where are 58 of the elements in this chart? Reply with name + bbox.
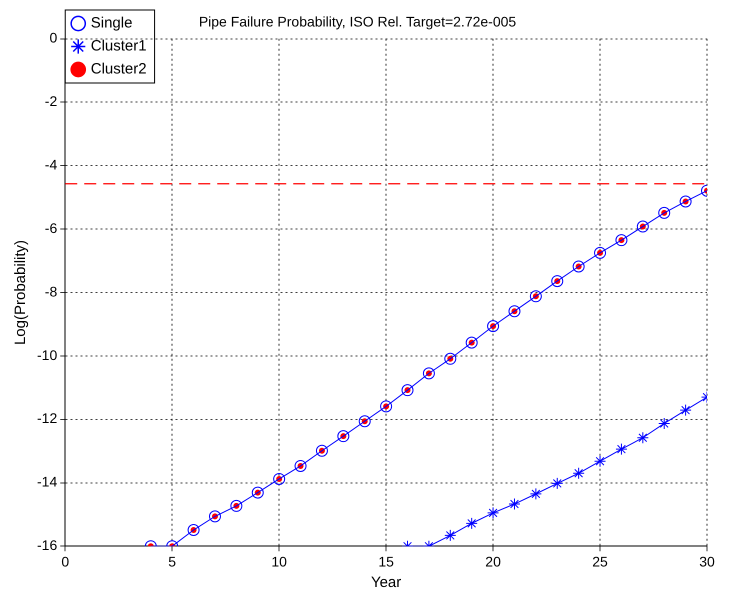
point xyxy=(252,486,264,499)
point xyxy=(208,510,221,522)
point xyxy=(466,336,478,349)
point xyxy=(551,275,564,288)
x-tick-label: 15 xyxy=(378,553,394,570)
point xyxy=(658,206,670,219)
point xyxy=(337,430,350,442)
point xyxy=(444,352,456,365)
x-tick-label: 10 xyxy=(271,553,288,570)
point xyxy=(680,404,692,416)
point xyxy=(487,506,500,519)
y-tick-label: -2 xyxy=(44,93,58,110)
y-tick-label: 0 xyxy=(49,30,58,46)
y-tick-label: -4 xyxy=(44,156,58,173)
y-tick-label: -8 xyxy=(44,283,58,300)
chart-title: Pipe Failure Probability, ISO Rel. Target=2.72e-005 xyxy=(198,13,516,30)
point xyxy=(487,320,500,332)
y-tick-label: -14 xyxy=(37,474,58,490)
point xyxy=(273,472,286,485)
x-tick-label: 20 xyxy=(485,553,502,570)
point xyxy=(422,367,435,380)
point xyxy=(615,234,628,246)
point xyxy=(572,260,585,272)
legend-label: Cluster1 xyxy=(90,38,147,55)
point xyxy=(508,305,520,318)
point xyxy=(658,417,670,430)
point xyxy=(316,444,328,457)
point xyxy=(572,467,585,480)
y-tick-label: -12 xyxy=(37,410,58,426)
point xyxy=(402,384,414,396)
x-tick-label: 0 xyxy=(61,553,70,570)
point xyxy=(444,529,456,542)
x-tick-label: 30 xyxy=(699,553,715,570)
point xyxy=(188,524,200,536)
legend-label: Single xyxy=(90,14,132,32)
point xyxy=(636,432,649,444)
point xyxy=(594,455,606,468)
point xyxy=(294,460,307,472)
x-tick-label: 5 xyxy=(168,553,176,570)
y-tick-label: -16 xyxy=(37,537,58,554)
point xyxy=(530,290,542,302)
y-tick-label: -10 xyxy=(37,346,58,363)
y-axis-title: Log(Probability) xyxy=(12,240,30,346)
point xyxy=(508,498,520,510)
legend-label: Cluster2 xyxy=(90,60,147,78)
y-tick-label: -6 xyxy=(44,220,58,236)
point xyxy=(380,400,392,412)
point xyxy=(230,500,242,512)
point xyxy=(636,220,649,233)
point xyxy=(551,477,564,490)
point xyxy=(466,517,478,530)
point xyxy=(594,246,606,259)
point xyxy=(615,443,628,456)
point xyxy=(680,195,692,208)
point xyxy=(358,415,371,428)
x-tick-label: 25 xyxy=(592,553,608,570)
x-axis-title: Year xyxy=(370,574,402,592)
point xyxy=(530,488,542,500)
